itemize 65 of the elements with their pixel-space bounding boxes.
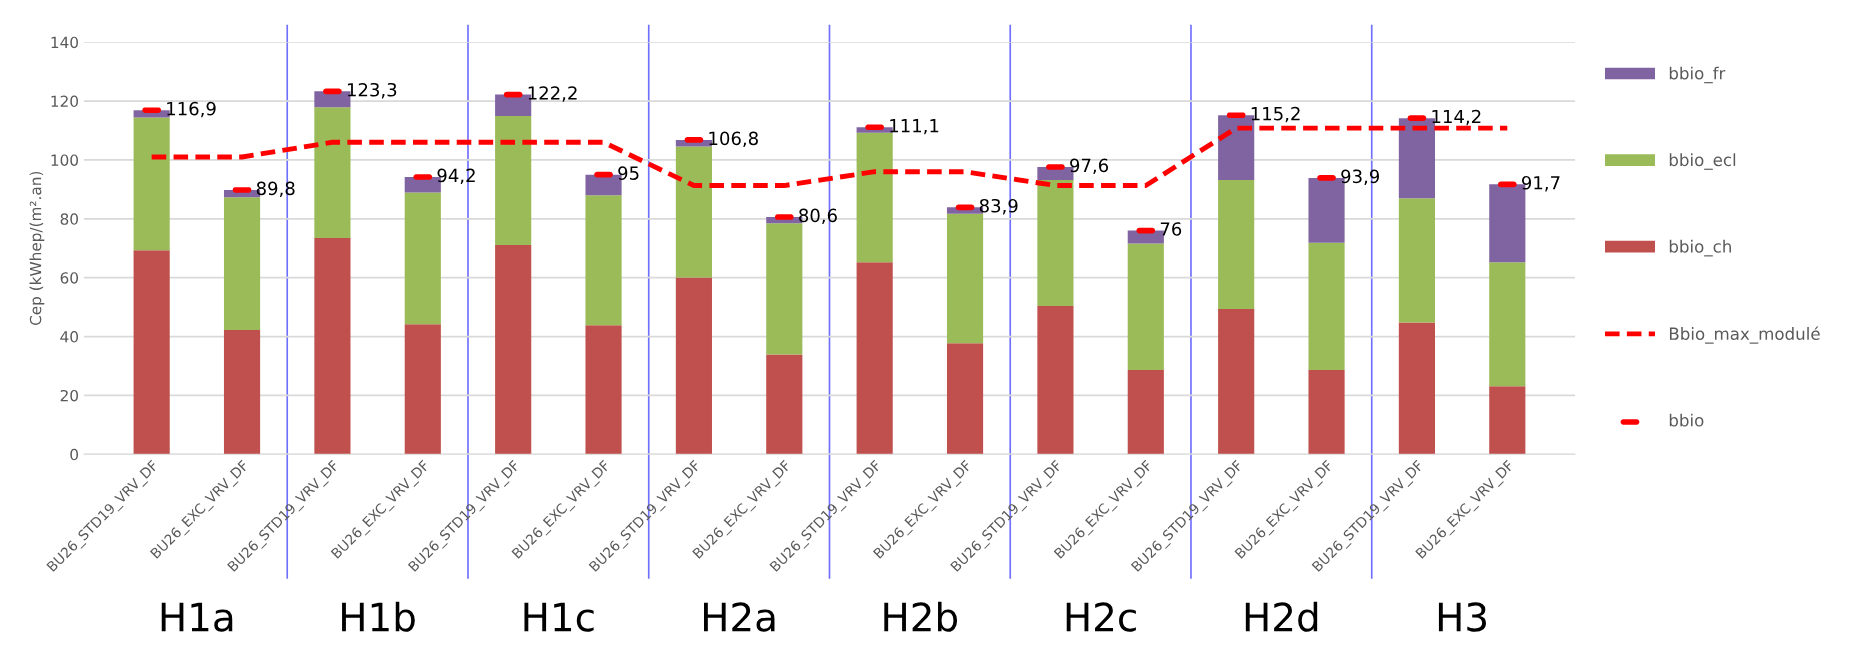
bar [314,237,351,455]
bar [1037,305,1074,455]
bar [675,146,712,278]
bar [133,117,170,251]
bar [675,277,712,455]
y-axis-title: Cep (kWhep/(m².an) [29,171,45,326]
y-tick-label: 60 [60,272,78,284]
bar [1218,179,1255,309]
data-label: 111,1 [890,119,939,135]
data-label: 115,2 [1251,106,1300,123]
legend-label: Bbio_max_modulé [1669,326,1820,344]
bar [946,343,984,455]
bar [1398,198,1435,323]
data-label: 94,2 [437,168,475,185]
legend-label: bbio_fr [1669,66,1726,84]
y-tick-label: 20 [60,389,78,402]
text: H1b [342,601,415,632]
data-label: 76 [1160,222,1182,236]
bar [585,195,622,326]
bar [404,324,441,455]
data-label: 95 [618,166,639,180]
text: H2a [704,602,775,632]
text: H3 [1438,602,1486,632]
data-label: 123,3 [347,82,397,99]
bar [856,262,893,455]
data-label: 114,2 [1432,109,1481,126]
bar [495,116,532,245]
text: H1c [524,602,594,632]
bar [766,223,803,355]
text: H2b [884,601,958,632]
bar [946,213,984,344]
text: H2d [1245,601,1318,632]
data-label: 122,2 [528,86,577,102]
bar [1037,179,1074,306]
bar [1308,370,1345,455]
bar [1398,322,1435,455]
bar [1489,386,1526,455]
bar [1127,370,1164,455]
bar [495,245,532,455]
bar [1308,242,1345,371]
bar [1218,308,1255,455]
bar [1127,243,1164,371]
bar [133,250,170,455]
y-tick-label: 120 [51,95,78,108]
y-tick-label: 140 [51,36,78,49]
legend-label: bbio_ch [1669,239,1731,257]
bar [314,107,351,238]
bar [223,330,261,455]
bar [404,192,441,325]
y-tick-label: 0 [70,448,78,461]
bar [766,354,803,455]
text: H2c [1066,602,1136,632]
y-tick-label: 40 [60,331,78,343]
data-label: 116,9 [167,101,216,118]
bar [223,197,261,331]
text: H1a [161,602,233,632]
legend-label: bbio_ecl [1669,153,1736,170]
bar [585,325,622,455]
y-tick-label: 100 [51,154,78,166]
data-label: 97,6 [1070,158,1109,175]
data-label: 91,7 [1521,175,1560,192]
data-label: 106,8 [709,131,758,147]
bar [1489,262,1526,387]
y-tick-label: 80 [60,213,78,225]
legend-label: bbio [1669,413,1704,427]
